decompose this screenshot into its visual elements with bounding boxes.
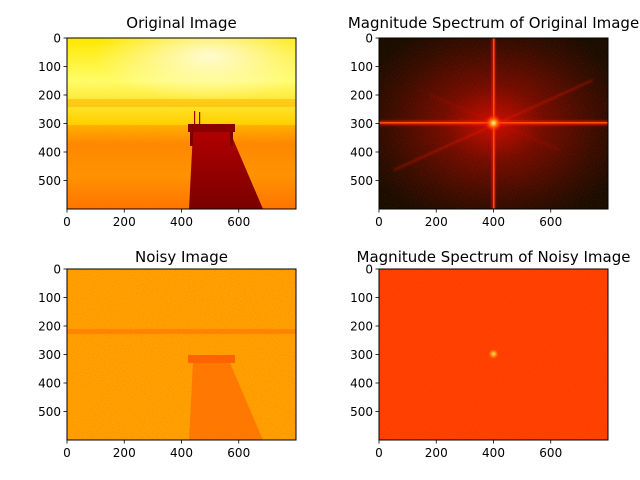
x-tick-label: 600 [227,215,250,229]
x-tick-label: 600 [227,446,250,460]
y-tick-label: 0 [365,262,373,276]
x-axis: 0 200 400 600 [63,440,250,460]
panel-title: Noisy Image [135,248,228,266]
x-axis: 0 200 400 600 [375,440,562,460]
noisy-image [67,269,296,440]
y-tick-label: 500 [350,405,373,419]
y-tick-label: 400 [38,376,61,390]
panel-title: Magnitude Spectrum of Original Image [348,14,639,32]
y-tick-label: 200 [38,88,61,102]
y-tick-label: 100 [350,60,373,74]
y-tick-label: 300 [350,117,373,131]
noisy-image-panel: Noisy Image 0 200 400 600 0 100 200 300 400 500 [38,248,297,460]
y-tick-label: 0 [53,31,61,45]
y-tick-label: 400 [38,145,61,159]
y-tick-label: 200 [350,319,373,333]
x-tick-label: 0 [63,446,71,460]
y-tick-label: 300 [350,348,373,362]
x-tick-label: 400 [482,446,505,460]
original-image-panel: Original Image 0 200 400 600 0 100 200 300 400 5… [38,14,297,229]
x-tick-label: 200 [425,446,448,460]
y-tick-label: 200 [38,319,61,333]
y-tick-label: 300 [38,117,61,131]
x-tick-label: 200 [425,215,448,229]
x-tick-label: 600 [539,446,562,460]
y-tick-label: 0 [365,31,373,45]
original-spectrum-panel: Magnitude Spectrum of Original Image 0 20… [348,14,639,229]
y-tick-label: 500 [38,174,61,188]
y-tick-label: 0 [53,262,61,276]
x-tick-label: 0 [375,215,383,229]
panel-title: Magnitude Spectrum of Noisy Image [357,248,631,266]
x-axis: 0 200 400 600 [63,209,250,229]
x-tick-label: 200 [113,446,136,460]
panel-title: Original Image [126,14,236,32]
x-tick-label: 400 [170,446,193,460]
x-tick-label: 600 [539,215,562,229]
noisy-spectrum-panel: Magnitude Spectrum of Noisy Image 0 200 40… [350,248,630,460]
y-tick-label: 400 [350,145,373,159]
x-tick-label: 400 [170,215,193,229]
y-axis: 0 100 200 300 400 500 [350,262,379,419]
x-tick-label: 400 [482,215,505,229]
y-tick-label: 500 [350,174,373,188]
y-tick-label: 300 [38,348,61,362]
y-tick-label: 200 [350,88,373,102]
y-axis: 0 100 200 300 400 500 [38,31,67,188]
x-axis: 0 200 400 600 [375,209,562,229]
y-tick-label: 100 [350,291,373,305]
y-tick-label: 400 [350,376,373,390]
y-axis: 0 100 200 300 400 500 [350,31,379,188]
x-tick-label: 0 [375,446,383,460]
noisy-spectrum-image [379,269,608,440]
y-axis: 0 100 200 300 400 500 [38,262,67,419]
x-tick-label: 0 [63,215,71,229]
y-tick-label: 500 [38,405,61,419]
y-tick-label: 100 [38,291,61,305]
x-tick-label: 200 [113,215,136,229]
y-tick-label: 100 [38,60,61,74]
original-image [67,38,296,209]
original-spectrum-image [379,38,608,209]
